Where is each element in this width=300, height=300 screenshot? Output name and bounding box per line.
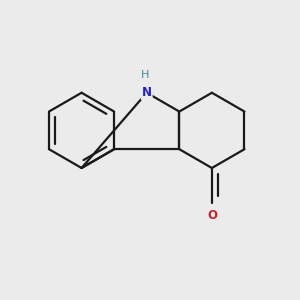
Text: H: H [141, 70, 149, 80]
Text: O: O [207, 208, 217, 221]
Text: N: N [142, 86, 152, 99]
